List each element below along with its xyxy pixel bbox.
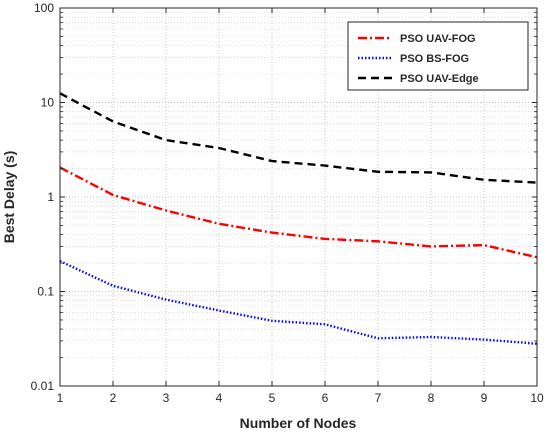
x-tick-label: 3: [163, 391, 170, 405]
series-line-pso-uav-fog: [59, 166, 538, 259]
y-axis-label: Best Delay (s): [1, 151, 17, 244]
x-tick-label: 4: [216, 391, 223, 405]
axis-ticks: [59, 7, 538, 387]
x-tick-label: 10: [530, 391, 544, 405]
legend-label: PSO UAV-FOG: [400, 33, 476, 45]
legend-label: PSO BS-FOG: [400, 53, 469, 65]
series-line-pso-uav-edge: [59, 92, 538, 184]
x-tick-label: 9: [481, 391, 488, 405]
y-tick-label: 0.01: [31, 379, 55, 393]
x-tick-label: 2: [110, 391, 117, 405]
x-tick-label: 7: [375, 391, 382, 405]
y-tick-label: 100: [34, 1, 54, 15]
y-tick-label: 0.1: [37, 285, 54, 299]
x-tick-label: 5: [269, 391, 276, 405]
x-axis-label: Number of Nodes: [240, 415, 357, 431]
x-tick-label: 1: [57, 391, 64, 405]
y-tick-labels: 0.01 0.1 1 10 100: [31, 1, 55, 393]
legend-label: PSO UAV-Edge: [400, 73, 479, 85]
x-tick-labels: 1 2 3 4 5 6 7 8 9 10: [57, 391, 544, 405]
y-tick-label: 1: [47, 190, 54, 204]
x-tick-label: 6: [322, 391, 329, 405]
x-tick-label: 8: [428, 391, 435, 405]
legend: PSO UAV-FOG PSO BS-FOG PSO UAV-Edge: [347, 21, 529, 91]
series-lines: [59, 92, 538, 345]
y-tick-label: 10: [41, 96, 55, 110]
